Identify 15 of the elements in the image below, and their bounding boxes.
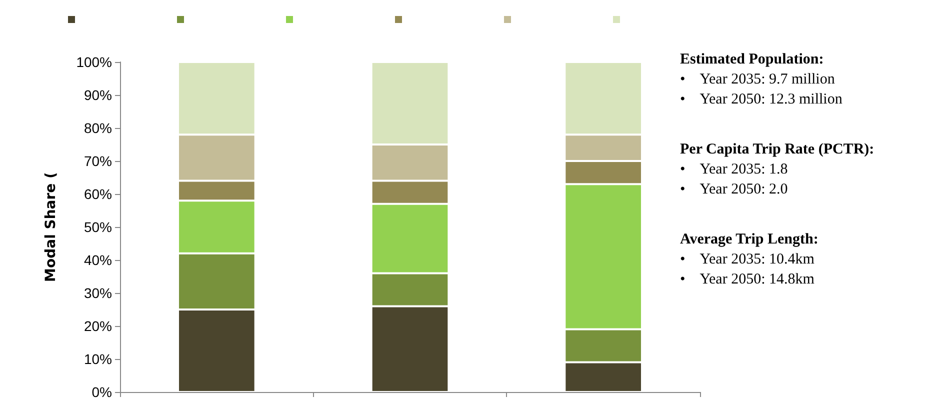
y-axis-title: Modal Share ( <box>43 172 59 282</box>
y-tick-label: 0% <box>92 384 112 400</box>
y-tick-label: 20% <box>84 318 112 334</box>
annotation: Average Trip Length: • Year 2035: 10.4km • Year 2050: 14.8km <box>680 232 818 288</box>
y-tick-label: 40% <box>84 252 112 268</box>
y-tick-label: 70% <box>84 153 112 169</box>
y-tick-label: 90% <box>84 87 112 103</box>
y-tick-label: 10% <box>84 351 112 367</box>
annotation: Per Capita Trip Rate (PCTR): • Year 2035: 1.8 • Year 2050: 2.0 <box>680 142 874 198</box>
y-tick-label: 60% <box>84 186 112 202</box>
y-tick-label: 50% <box>84 219 112 235</box>
annotation: Estimated Population: • Year 2035: 9.7 million • Year 2050: 12.3 million <box>680 52 843 108</box>
y-tick-label: 80% <box>84 120 112 136</box>
y-tick-label: 100% <box>76 54 112 70</box>
y-tick-label: 30% <box>84 285 112 301</box>
